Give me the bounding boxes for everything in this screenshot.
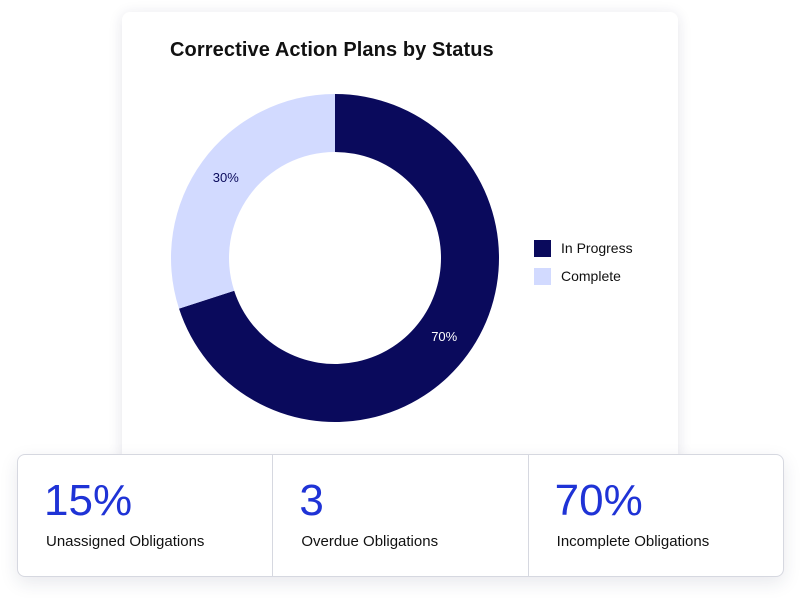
donut-slice-complete[interactable] (171, 94, 335, 309)
chart-card: Corrective Action Plans by Status 70% 30%… (122, 12, 678, 467)
stats-card: 15% Unassigned Obligations 3 Overdue Obl… (17, 454, 784, 577)
legend-label: Complete (561, 268, 621, 284)
data-label-in-progress: 70% (431, 329, 457, 344)
stat-value: 3 (299, 476, 324, 525)
stat-value: 70% (554, 476, 643, 525)
donut-slice-in-progress[interactable] (179, 94, 500, 422)
legend-item-in-progress[interactable]: In Progress (534, 234, 633, 262)
chart-title: Corrective Action Plans by Status (170, 39, 494, 61)
stat-label: Overdue Obligations (301, 533, 439, 550)
donut-chart: 70% 30% (171, 94, 500, 422)
stat-label: Unassigned Obligations (46, 533, 205, 550)
stat-value: 15% (44, 476, 133, 525)
data-label-complete: 30% (213, 170, 239, 185)
stat-label: Incomplete Obligations (556, 533, 710, 550)
chart-legend: In Progress Complete (534, 234, 633, 290)
legend-item-complete[interactable]: Complete (534, 262, 633, 290)
legend-swatch-complete (534, 267, 551, 285)
stat-overdue-obligations[interactable]: 3 Overdue Obligations (272, 455, 527, 576)
stat-incomplete-obligations[interactable]: 70% Incomplete Obligations (527, 455, 783, 576)
legend-swatch-in-progress (534, 239, 551, 257)
legend-label: In Progress (561, 240, 633, 256)
stat-unassigned-obligations[interactable]: 15% Unassigned Obligations (18, 455, 272, 576)
